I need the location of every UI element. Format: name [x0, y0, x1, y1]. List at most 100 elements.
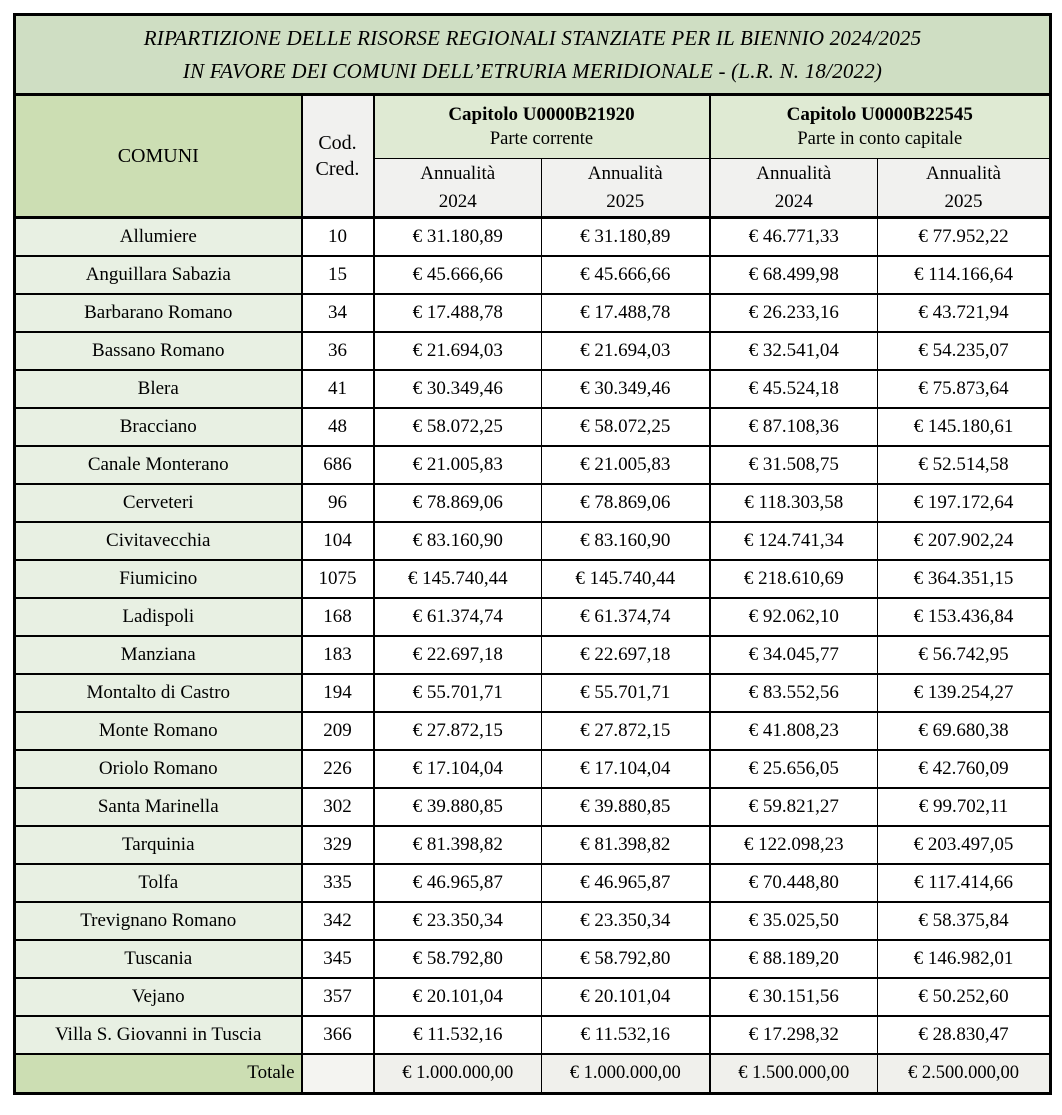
amount-cell-cap2-2025: € 56.742,95: [876, 634, 1052, 675]
capitolo-2-subtitle: Parte in conto capitale: [797, 129, 963, 150]
amount-cell-cap1-2024: € 11.532,16: [372, 1014, 542, 1055]
amount-cell-cap2-2024: € 30.151,56: [708, 976, 878, 1017]
cod-cred-cell: 10: [300, 216, 375, 257]
amount-cell-cap1-2024: € 58.072,25: [372, 406, 542, 447]
table-row: Bassano Romano 36 € 21.694,03 € 21.694,0…: [13, 330, 1052, 371]
year-label: 2025: [606, 190, 645, 212]
total-row: Totale € 1.000.000,00 € 1.000.000,00 € 1…: [13, 1052, 1052, 1095]
cod-cred-cell: 335: [300, 862, 375, 903]
table-row: Cerveteri 96 € 78.869,06 € 78.869,06 € 1…: [13, 482, 1052, 523]
year-label: 2025: [944, 190, 983, 212]
cod-cred-cell: 345: [300, 938, 375, 979]
amount-cell-cap1-2024: € 55.701,71: [372, 672, 542, 713]
amount-cell-cap2-2024: € 46.771,33: [708, 216, 878, 257]
table-row: Ladispoli 168 € 61.374,74 € 61.374,74 € …: [13, 596, 1052, 637]
comune-cell: Blera: [13, 368, 303, 409]
amount-cell-cap1-2025: € 58.792,80: [541, 938, 711, 979]
cod-cred-line-1: Cod.: [318, 132, 357, 155]
comune-cell: Villa S. Giovanni in Tuscia: [13, 1014, 303, 1055]
cod-cred-cell: 357: [300, 976, 375, 1017]
table-body: Allumiere 10 € 31.180,89 € 31.180,89 € 4…: [13, 216, 1052, 1055]
annualita-label: Annualità: [926, 163, 1001, 184]
amount-cell-cap1-2025: € 20.101,04: [541, 976, 711, 1017]
cod-cred-cell: 104: [300, 520, 375, 561]
column-header-cap2-annualita-2025: Annualità 2025: [876, 157, 1052, 220]
table-row: Fiumicino 1075 € 145.740,44 € 145.740,44…: [13, 558, 1052, 599]
title-line-2: IN FAVORE DEI COMUNI DELL’ETRURIA MERIDI…: [182, 58, 883, 83]
amount-cell-cap1-2024: € 61.374,74: [372, 596, 542, 637]
amount-cell-cap2-2024: € 59.821,27: [708, 786, 878, 827]
amount-cell-cap1-2025: € 27.872,15: [541, 710, 711, 751]
total-amount-cap1-2024: € 1.000.000,00: [372, 1052, 542, 1095]
amount-cell-cap1-2024: € 31.180,89: [372, 216, 542, 257]
header-row-annualita: Annualità 2024 Annualità 2025 Annualità …: [15, 157, 1052, 220]
amount-cell-cap1-2024: € 58.792,80: [372, 938, 542, 979]
capitolo-2-code: Capitolo U0000B22545: [786, 103, 973, 125]
column-header-cap2-annualita-2024: Annualità 2024: [708, 157, 878, 220]
cod-cred-cell: 36: [300, 330, 375, 371]
cod-cred-cell: 48: [300, 406, 375, 447]
amount-cell-cap2-2024: € 31.508,75: [708, 444, 878, 485]
annualita-label: Annualità: [587, 163, 663, 184]
column-header-capitolo-2: Capitolo U0000B22545 Parte in conto capi…: [708, 93, 1052, 159]
amount-cell-cap2-2024: € 92.062,10: [708, 596, 878, 637]
cod-cred-cell: 183: [300, 634, 375, 675]
comune-cell: Anguillara Sabazia: [13, 254, 303, 295]
comune-cell: Oriolo Romano: [13, 748, 303, 789]
amount-cell-cap2-2024: € 218.610,69: [708, 558, 878, 599]
amount-cell-cap1-2024: € 83.160,90: [372, 520, 542, 561]
amount-cell-cap2-2024: € 68.499,98: [708, 254, 878, 295]
amount-cell-cap2-2024: € 35.025,50: [708, 900, 878, 941]
cod-cred-cell: 329: [300, 824, 375, 865]
amount-cell-cap1-2025: € 31.180,89: [541, 216, 711, 257]
amount-cell-cap1-2025: € 23.350,34: [541, 900, 711, 941]
comune-cell: Santa Marinella: [13, 786, 303, 827]
cod-cred-cell: 168: [300, 596, 375, 637]
comune-cell: Allumiere: [13, 216, 303, 257]
table-row: Montalto di Castro 194 € 55.701,71 € 55.…: [13, 672, 1052, 713]
amount-cell-cap2-2025: € 69.680,38: [876, 710, 1052, 751]
amount-cell-cap1-2025: € 55.701,71: [541, 672, 711, 713]
amount-cell-cap2-2025: € 203.497,05: [876, 824, 1052, 865]
amount-cell-cap2-2025: € 52.514,58: [876, 444, 1052, 485]
comune-cell: Trevignano Romano: [13, 900, 303, 941]
amount-cell-cap1-2024: € 27.872,15: [372, 710, 542, 751]
comune-cell: Monte Romano: [13, 710, 303, 751]
amount-cell-cap2-2024: € 34.045,77: [708, 634, 878, 675]
cod-cred-cell: 41: [300, 368, 375, 409]
amount-cell-cap1-2024: € 22.697,18: [372, 634, 542, 675]
amount-cell-cap2-2025: € 43.721,94: [876, 292, 1052, 333]
cod-cred-cell: 342: [300, 900, 375, 941]
total-amount-cap2-2025: € 2.500.000,00: [876, 1052, 1052, 1095]
cod-cred-cell: 302: [300, 786, 375, 827]
amount-cell-cap1-2025: € 21.005,83: [541, 444, 711, 485]
cod-cred-cell: 209: [300, 710, 375, 751]
comune-cell: Bassano Romano: [13, 330, 303, 371]
amount-cell-cap2-2024: € 41.808,23: [708, 710, 878, 751]
amount-cell-cap2-2024: € 25.656,05: [708, 748, 878, 789]
amount-cell-cap1-2025: € 39.880,85: [541, 786, 711, 827]
cod-cred-cell: 15: [300, 254, 375, 295]
amount-cell-cap2-2024: € 45.524,18: [708, 368, 878, 409]
table-row: Manziana 183 € 22.697,18 € 22.697,18 € 3…: [13, 634, 1052, 675]
amount-cell-cap2-2024: € 87.108,36: [708, 406, 878, 447]
amount-cell-cap1-2024: € 45.666,66: [372, 254, 542, 295]
column-header-cod-cred: Cod. Cred.: [300, 93, 375, 220]
amount-cell-cap2-2025: € 50.252,60: [876, 976, 1052, 1017]
cod-cred-cell: 34: [300, 292, 375, 333]
amount-cell-cap1-2024: € 23.350,34: [372, 900, 542, 941]
amount-cell-cap1-2024: € 81.398,82: [372, 824, 542, 865]
title-row: RIPARTIZIONE DELLE RISORSE REGIONALI STA…: [13, 13, 1052, 96]
amount-cell-cap2-2025: € 114.166,64: [876, 254, 1052, 295]
amount-cell-cap2-2024: € 17.298,32: [708, 1014, 878, 1055]
amount-cell-cap1-2025: € 11.532,16: [541, 1014, 711, 1055]
amount-cell-cap2-2025: € 207.902,24: [876, 520, 1052, 561]
amount-cell-cap1-2024: € 17.104,04: [372, 748, 542, 789]
amount-cell-cap1-2025: € 83.160,90: [541, 520, 711, 561]
capitolo-1-subtitle: Parte corrente: [489, 129, 594, 150]
comune-cell: Barbarano Romano: [13, 292, 303, 333]
amount-cell-cap1-2024: € 145.740,44: [372, 558, 542, 599]
comune-cell: Fiumicino: [13, 558, 303, 599]
amount-cell-cap2-2025: € 28.830,47: [876, 1014, 1052, 1055]
comune-cell: Tarquinia: [13, 824, 303, 865]
